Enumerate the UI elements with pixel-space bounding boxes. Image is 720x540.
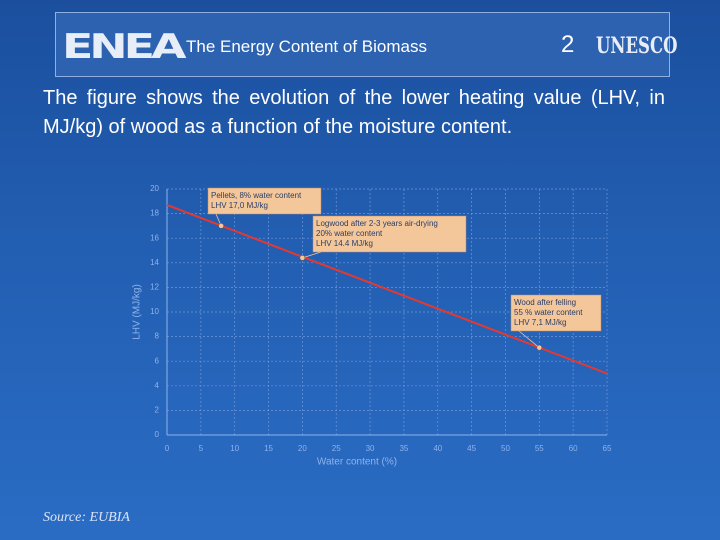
annotation-text: LHV 17,0 MJ/kg xyxy=(211,201,268,210)
x-tick-label: 55 xyxy=(535,444,544,453)
x-tick-label: 5 xyxy=(199,444,204,453)
annotation-text: Logwood after 2-3 years air-drying xyxy=(316,219,438,228)
x-tick-label: 45 xyxy=(467,444,476,453)
line xyxy=(166,204,608,375)
y-tick-label: 16 xyxy=(150,233,159,242)
x-axis-label: Water content (%) xyxy=(317,457,397,468)
body-text: The figure shows the evolution of the lo… xyxy=(43,87,665,138)
y-tick-label: 10 xyxy=(150,307,159,316)
y-tick-label: 8 xyxy=(155,332,160,341)
x-tick-label: 35 xyxy=(399,444,408,453)
slide-number: 2 xyxy=(561,31,575,58)
x-tick-label: 10 xyxy=(230,444,239,453)
x-tick-label: 0 xyxy=(165,444,170,453)
x-tick-label: 25 xyxy=(332,444,341,453)
x-tick-label: 15 xyxy=(264,444,273,453)
annotation-text: Wood after felling xyxy=(514,298,576,307)
y-tick-label: 2 xyxy=(155,406,160,415)
annotation-text: Pellets, 8% water content xyxy=(211,191,302,200)
annotation-box xyxy=(510,294,602,332)
annotation-text: 55 % water content xyxy=(514,308,583,317)
annotation-text: LHV 14.4 MJ/kg xyxy=(316,239,373,248)
marker xyxy=(218,223,224,229)
x-tick-label: 50 xyxy=(501,444,510,453)
annotation-box xyxy=(207,187,322,215)
y-tick-label: 12 xyxy=(150,283,159,292)
y-tick-label: 4 xyxy=(155,381,160,390)
marker xyxy=(299,255,306,261)
annotation-box xyxy=(312,215,467,253)
y-tick-label: 0 xyxy=(155,430,160,439)
x-tick-label: 65 xyxy=(603,444,612,453)
x-tick-label: 60 xyxy=(569,444,578,453)
logo-right: UNESCO xyxy=(596,33,678,59)
y-tick-label: 20 xyxy=(150,184,159,193)
connector xyxy=(302,251,322,259)
x-tick-label: 40 xyxy=(433,444,442,453)
annotation-text: 20% water content xyxy=(316,229,383,238)
title: The Energy Content of Biomass xyxy=(186,37,427,56)
source: Source: EUBIA xyxy=(43,510,130,525)
annotation-text: LHV 7,1 MJ/kg xyxy=(514,318,566,327)
x-tick-label: 30 xyxy=(366,444,375,453)
connector xyxy=(518,330,540,348)
y-tick-label: 6 xyxy=(155,356,160,365)
y-tick-label: 18 xyxy=(150,209,159,218)
y-tick-label: 14 xyxy=(150,258,159,267)
y-axis-label: LHV (MJ/kg) xyxy=(132,284,143,340)
x-tick-label: 20 xyxy=(298,444,307,453)
header: ENEA The Energy Content of Biomass 2 UNE… xyxy=(55,12,677,77)
logo-left: ENEA xyxy=(62,27,187,67)
marker xyxy=(536,344,543,351)
